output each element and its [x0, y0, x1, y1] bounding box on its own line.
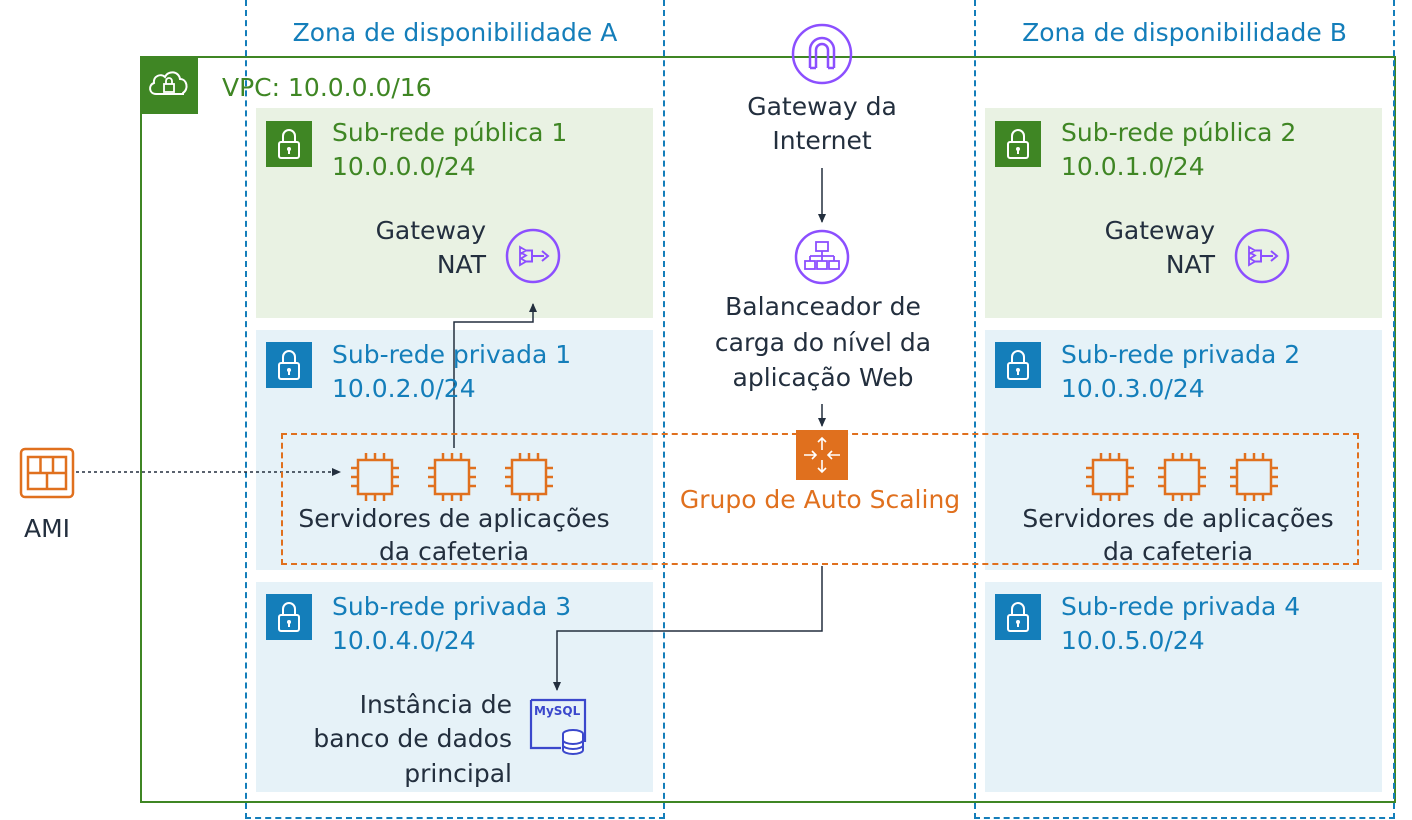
- ec2-instance-icon: [1155, 450, 1209, 504]
- lock-icon: [266, 342, 312, 388]
- subnet-name: Sub-rede pública 2: [1061, 118, 1297, 147]
- load-balancer-label: aplicação Web: [732, 363, 914, 392]
- nat-gateway-label: Gateway: [375, 216, 486, 245]
- subnet-name: Sub-rede privada 3: [332, 592, 572, 621]
- app-servers-label: da cafeteria: [378, 537, 530, 566]
- ami-label: AMI: [23, 514, 71, 543]
- public-subnet-2-box: [985, 108, 1382, 318]
- ami-icon: [18, 446, 76, 500]
- vpc-label: VPC: 10.0.0.0/16: [222, 73, 432, 102]
- public-subnet-1-box: [256, 108, 653, 318]
- subnet-name: Sub-rede privada 4: [1061, 592, 1301, 621]
- server-to-nat-arrow: [453, 303, 537, 448]
- load-balancer-icon: [793, 228, 851, 286]
- mysql-icon-text: MySQL: [534, 704, 581, 718]
- az-b-label: Zona de disponibilidade B: [1022, 18, 1347, 47]
- nat-gateway-label: NAT: [1165, 250, 1215, 279]
- ec2-instance-icon: [348, 450, 402, 504]
- database-label: banco de dados: [313, 724, 512, 753]
- lock-icon: [266, 594, 312, 640]
- load-balancer-label: carga do nível da: [714, 328, 932, 357]
- database-label: principal: [404, 759, 512, 788]
- app-servers-label: Servidores de aplicações: [298, 504, 610, 533]
- vpc-cloud-icon: [140, 56, 198, 114]
- ec2-instance-icon: [502, 450, 556, 504]
- auto-scaling-label: Grupo de Auto Scaling: [679, 485, 961, 514]
- lock-icon: [995, 121, 1041, 167]
- asg-to-db-arrow: [553, 566, 823, 691]
- subnet-cidr: 10.0.4.0/24: [332, 626, 476, 655]
- app-servers-label: Servidores de aplicações: [1022, 504, 1334, 533]
- internet-gateway-label: Internet: [772, 126, 872, 155]
- load-balancer-label: Balanceador de: [725, 292, 921, 321]
- app-servers-label: da cafeteria: [1102, 537, 1254, 566]
- subnet-cidr: 10.0.5.0/24: [1061, 626, 1205, 655]
- availability-zone-a: [245, 0, 665, 819]
- private-subnet-3-box: [256, 582, 653, 792]
- mysql-database-icon: MySQL: [527, 696, 589, 758]
- vpc-boundary: [140, 56, 1396, 803]
- nat-gateway-icon: [504, 227, 562, 285]
- lock-icon: [266, 121, 312, 167]
- lock-icon: [995, 342, 1041, 388]
- subnet-name: Sub-rede pública 1: [332, 118, 568, 147]
- nat-gateway-icon: [1233, 227, 1291, 285]
- subnet-name: Sub-rede privada 1: [332, 340, 572, 369]
- subnet-name: Sub-rede privada 2: [1061, 340, 1301, 369]
- subnet-cidr: 10.0.2.0/24: [332, 374, 476, 403]
- private-subnet-2-box: [985, 330, 1382, 570]
- internet-gateway-icon: [790, 22, 854, 86]
- availability-zone-b: [974, 0, 1395, 819]
- az-a-label: Zona de disponibilidade A: [292, 18, 618, 47]
- internet-gateway-label: Gateway da: [747, 92, 897, 121]
- subnet-cidr: 10.0.1.0/24: [1061, 152, 1205, 181]
- database-label: Instância de: [359, 690, 512, 719]
- subnet-cidr: 10.0.3.0/24: [1061, 374, 1205, 403]
- ec2-instance-icon: [425, 450, 479, 504]
- subnet-cidr: 10.0.0.0/24: [332, 152, 476, 181]
- ec2-instance-icon: [1083, 450, 1137, 504]
- auto-scaling-icon: [796, 430, 848, 480]
- private-subnet-4-box: [985, 582, 1382, 792]
- nat-gateway-label: Gateway: [1104, 216, 1215, 245]
- nat-gateway-label: NAT: [436, 250, 486, 279]
- lock-icon: [995, 594, 1041, 640]
- ec2-instance-icon: [1227, 450, 1281, 504]
